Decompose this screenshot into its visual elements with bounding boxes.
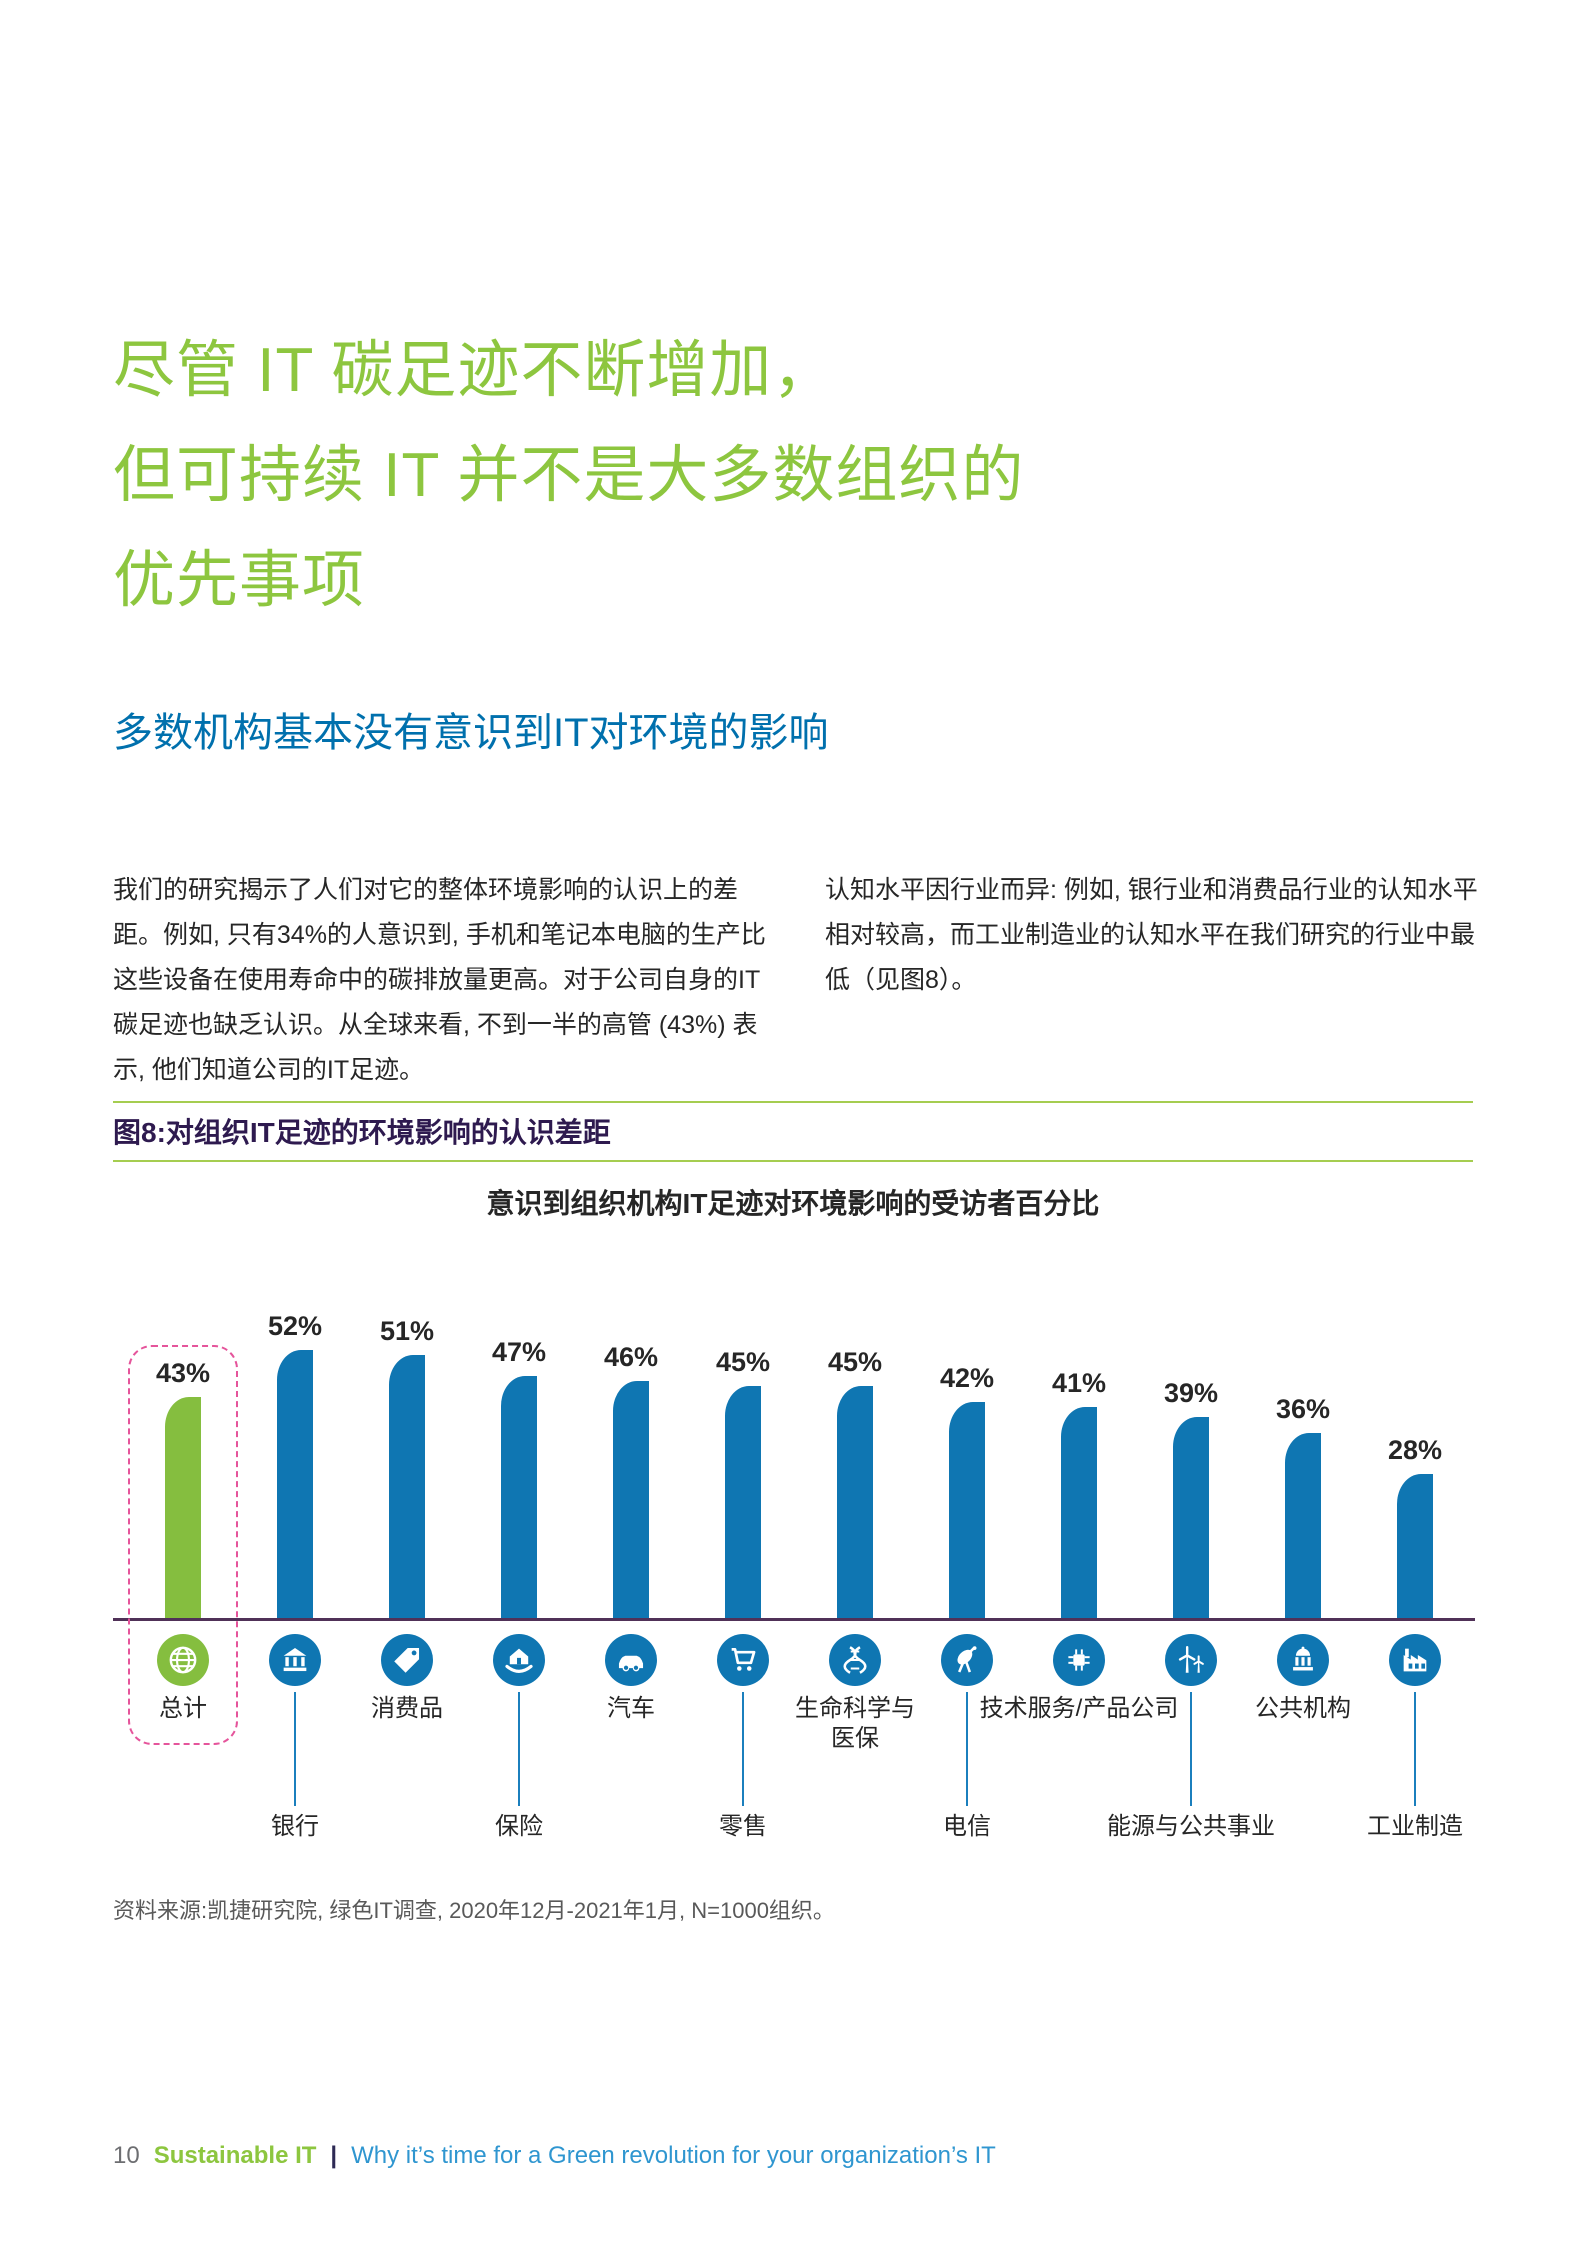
body-text: 我们的研究揭示了人们对它的整体环境影响的认识上的差距。例如, 只有34%的人意识…	[113, 868, 1481, 1093]
bar-column: 52% 银行	[239, 1300, 351, 1860]
figure-caption: 图8:对组织IT足迹的环境影响的认识差距	[113, 1117, 611, 1148]
bar	[1173, 1417, 1209, 1618]
factory-icon	[1389, 1634, 1441, 1686]
section-subtitle: 多数机构基本没有意识到IT对环境的影响	[113, 711, 829, 755]
label-connector-line	[1414, 1692, 1416, 1806]
insurance-hands-house-icon	[493, 1634, 545, 1686]
bar	[613, 1381, 649, 1618]
body-paragraph-right: 认知水平因行业而异: 例如, 银行业和消费品行业的认知水平相对较高，而工业制造业…	[825, 876, 1478, 994]
label-connector-line	[518, 1692, 520, 1806]
bank-icon	[269, 1634, 321, 1686]
bar-value-label: 41%	[1051, 1368, 1107, 1398]
figure-8-chart: 43% 总计 52% 银行 51% 消费品 47% 保险 46% 汽车 45% 零售 45% 生命科学与 …	[113, 1300, 1475, 1860]
bar	[949, 1402, 985, 1618]
bar-column: 45% 生命科学与 医保	[795, 1300, 915, 1860]
chart-title: 意识到组织机构IT足迹对环境影响的受访者百分比	[486, 1188, 1100, 1219]
bar-column: 28% 工业制造	[1359, 1300, 1471, 1860]
bar-value-label: 28%	[1387, 1435, 1443, 1465]
label-connector-line	[966, 1692, 968, 1806]
shopping-cart-icon	[717, 1634, 769, 1686]
bar-column: 36% 公共机构	[1247, 1300, 1359, 1860]
bar	[837, 1386, 873, 1618]
bar-column: 51% 消费品	[351, 1300, 463, 1860]
footer-divider: |	[330, 2142, 338, 2169]
chip-icon	[1053, 1634, 1105, 1686]
footer-brand: Sustainable IT	[153, 2142, 317, 2169]
bar	[389, 1355, 425, 1618]
category-label: 总计	[159, 1695, 207, 1722]
car-icon	[605, 1634, 657, 1686]
category-label: 银行	[271, 1813, 319, 1840]
bar-column: 45% 零售	[687, 1300, 799, 1860]
bar-column: 39% 能源与公共事业	[1107, 1300, 1275, 1860]
bar-column: 47% 保险	[463, 1300, 575, 1860]
bar-value-label: 51%	[379, 1316, 435, 1346]
bar-value-label: 45%	[827, 1347, 883, 1377]
bar-value-label: 46%	[603, 1342, 659, 1372]
satellite-dish-icon	[941, 1634, 993, 1686]
government-building-icon	[1277, 1634, 1329, 1686]
bar	[1061, 1407, 1097, 1618]
bar-column: 46% 汽车	[575, 1300, 687, 1860]
category-label: 工业制造	[1367, 1813, 1463, 1840]
category-label: 消费品	[371, 1695, 443, 1722]
bar	[1285, 1433, 1321, 1618]
bar-value-label: 47%	[491, 1337, 547, 1367]
total-highlight-box	[128, 1345, 238, 1745]
category-label: 技术服务/产品公司	[979, 1695, 1179, 1722]
footer-tagline: Why it’s time for a Green revolution for…	[351, 2142, 996, 2169]
bar	[725, 1386, 761, 1618]
bar-value-label: 42%	[939, 1363, 995, 1393]
bar-column: 42% 电信	[911, 1300, 1023, 1860]
page-title-line-1: 尽管 IT 碳足迹不断增加，	[113, 336, 836, 405]
dna-icon	[829, 1634, 881, 1686]
bar-value-label: 45%	[715, 1347, 771, 1377]
category-label: 汽车	[607, 1695, 655, 1722]
label-connector-line	[294, 1692, 296, 1806]
label-connector-line	[1190, 1692, 1192, 1806]
wind-turbine-icon	[1165, 1634, 1217, 1686]
price-tag-icon	[381, 1634, 433, 1686]
category-label: 生命科学与 医保	[795, 1695, 915, 1752]
bar	[1397, 1474, 1433, 1618]
bar-value-label: 39%	[1163, 1378, 1219, 1408]
body-paragraph-left: 我们的研究揭示了人们对它的整体环境影响的认识上的差距。例如, 只有34%的人意识…	[113, 876, 766, 1084]
page-title-line-2: 但可持续 IT 并不是大多数组织的	[113, 441, 1025, 510]
globe-icon	[157, 1634, 209, 1686]
source-note: 资料来源:凯捷研究院, 绿色IT调查, 2020年12月-2021年1月, N=…	[113, 1898, 835, 1923]
figure-caption-band: 图8:对组织IT足迹的环境影响的认识差距	[113, 1101, 1473, 1162]
page-title-line-3: 优先事项	[113, 546, 366, 615]
category-label: 公共机构	[1255, 1695, 1351, 1722]
x-axis-line	[113, 1618, 1475, 1621]
category-label: 能源与公共事业	[1107, 1813, 1275, 1840]
page-title: 尽管 IT 碳足迹不断增加， 但可持续 IT 并不是大多数组织的 优先事项	[113, 318, 1024, 633]
bar-value-label: 36%	[1275, 1394, 1331, 1424]
category-label: 零售	[719, 1813, 767, 1840]
bar	[165, 1397, 201, 1618]
bar-value-label: 52%	[267, 1311, 323, 1341]
page-footer: 10 Sustainable IT | Why it’s time for a …	[113, 2142, 996, 2170]
bar-value-label: 43%	[155, 1358, 211, 1388]
bar	[501, 1376, 537, 1618]
label-connector-line	[742, 1692, 744, 1806]
category-label: 电信	[943, 1813, 991, 1840]
bar-column: 41% 技术服务/产品公司	[980, 1300, 1179, 1860]
category-label: 保险	[495, 1813, 543, 1840]
bar	[277, 1350, 313, 1618]
page-number: 10	[113, 2142, 140, 2169]
bar-column: 43% 总计	[127, 1300, 239, 1860]
